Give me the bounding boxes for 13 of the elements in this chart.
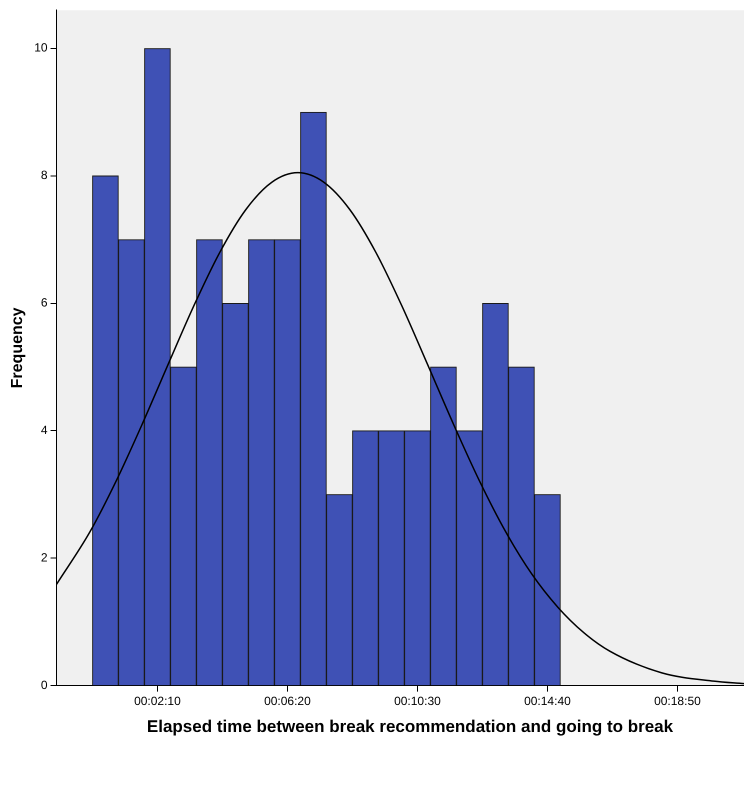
y-tick-label: 0 — [40, 678, 48, 692]
x-axis-title: Elapsed time between break recommendation and going to break — [146, 717, 674, 736]
y-tick-label: 6 — [40, 296, 48, 310]
x-tick-label: 00:10:30 — [394, 694, 442, 708]
y-axis-title: Frequency — [9, 307, 26, 388]
x-tick-label: 00:18:50 — [654, 694, 702, 708]
y-tick-label: 4 — [40, 423, 48, 438]
x-tick-label: 00:14:40 — [524, 694, 572, 708]
x-tick-label: 00:02:10 — [134, 694, 182, 708]
y-tick-label: 10 — [34, 40, 48, 55]
y-tick-label: 2 — [40, 550, 48, 564]
x-tick-label: 00:06:20 — [264, 694, 312, 708]
y-tick-label: 8 — [40, 168, 48, 182]
